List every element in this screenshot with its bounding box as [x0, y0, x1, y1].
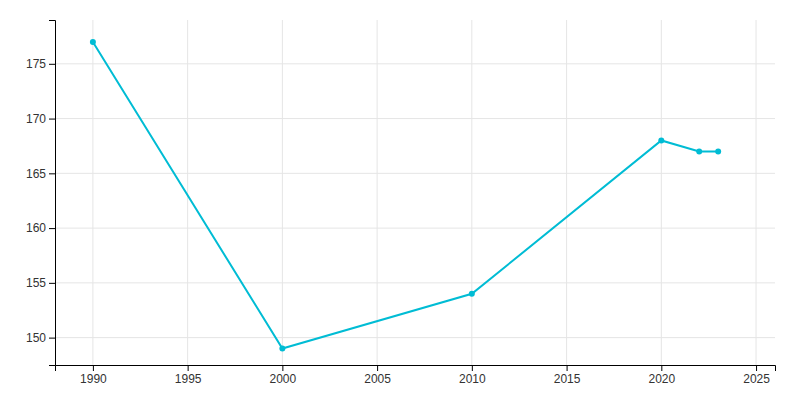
y-grid-line: [55, 63, 775, 64]
y-axis-tick-label: 170: [26, 112, 46, 126]
x-axis-tick-label: 2025: [743, 372, 770, 386]
y-axis-tick: 150: [26, 331, 55, 345]
chart-svg: 1990 1995 2000 2005 2010 2015 2020 2025 150 155 16…: [0, 0, 800, 400]
x-grid-line: [187, 20, 188, 365]
x-axis-tick: 2005: [364, 365, 391, 386]
x-axis-tick: 2015: [554, 365, 581, 386]
x-axis-tick-mark: [567, 365, 568, 371]
y-grid-line: [55, 173, 775, 174]
grid: [55, 20, 775, 365]
x-grid-line: [756, 20, 757, 365]
data-point: [696, 148, 702, 154]
x-axis-tick: 2000: [270, 365, 297, 386]
y-axis-tick-label: 150: [26, 331, 46, 345]
y-axis-tick-mark: [49, 64, 55, 65]
x-grid-line: [377, 20, 378, 365]
marks: [90, 39, 721, 352]
x-axis-tick-mark: [377, 365, 378, 371]
y-grid-line: [55, 228, 775, 229]
y-axis-tick: 165: [26, 167, 55, 181]
y-axis-tick-mark: [49, 228, 55, 229]
data-point: [469, 291, 475, 297]
y-grid-line: [55, 282, 775, 283]
x-axis-tick-label: 2000: [270, 372, 297, 386]
chart-container: 1990 1995 2000 2005 2010 2015 2020 2025 150 155 16…: [0, 0, 800, 400]
data-point: [279, 346, 285, 352]
y-axis-tick-mark: [49, 119, 55, 120]
x-axis-tick: 1990: [80, 365, 107, 386]
y-grid-line: [55, 118, 775, 119]
y-axis-line: [49, 21, 56, 366]
y-axis-tick-label: 160: [26, 221, 46, 235]
y-axis-tick: 170: [26, 112, 55, 126]
y-axis-tick: 175: [26, 57, 55, 71]
data-point: [90, 39, 96, 45]
x-axis-tick-mark: [188, 365, 189, 371]
x-axis-tick-label: 1990: [80, 372, 107, 386]
y-axis-tick-label: 175: [26, 57, 46, 71]
x-axis-tick-mark: [661, 365, 662, 371]
x-axis-tick: 1995: [175, 365, 202, 386]
plot-area: 1990 1995 2000 2005 2010 2015 2020 2025 150 155 16…: [26, 20, 776, 386]
x-axis: 1990 1995 2000 2005 2010 2015 2020 2025: [56, 365, 776, 386]
y-axis-tick-mark: [49, 173, 55, 174]
x-grid-line: [282, 20, 283, 365]
x-axis-tick: 2025: [743, 365, 770, 386]
y-axis: 150 155 160 165 170 175: [26, 21, 56, 366]
y-axis-tick-mark: [49, 338, 55, 339]
y-axis-tick-label: 155: [26, 276, 46, 290]
x-axis-tick-label: 2010: [459, 372, 486, 386]
y-axis-tick: 155: [26, 276, 55, 290]
x-grid-line: [566, 20, 567, 365]
x-axis-tick-label: 1995: [175, 372, 202, 386]
x-grid-line: [661, 20, 662, 365]
x-axis-tick: 2020: [648, 365, 675, 386]
x-axis-line: [56, 366, 776, 372]
y-axis-tick-mark: [49, 283, 55, 284]
data-point: [658, 137, 664, 143]
y-grid-line: [55, 337, 775, 338]
x-grid-line: [471, 20, 472, 365]
x-axis-tick-label: 2015: [554, 372, 581, 386]
x-grid-line: [92, 20, 93, 365]
x-axis-tick-mark: [93, 365, 94, 371]
x-axis-tick-mark: [472, 365, 473, 371]
x-axis-tick-label: 2005: [364, 372, 391, 386]
y-axis-tick: 160: [26, 221, 55, 235]
x-axis-tick-mark: [282, 365, 283, 371]
y-axis-tick-label: 165: [26, 167, 46, 181]
data-line: [93, 42, 718, 349]
x-axis-tick-mark: [756, 365, 757, 371]
data-point: [715, 148, 721, 154]
x-axis-tick: 2010: [459, 365, 486, 386]
x-axis-tick-label: 2020: [648, 372, 675, 386]
